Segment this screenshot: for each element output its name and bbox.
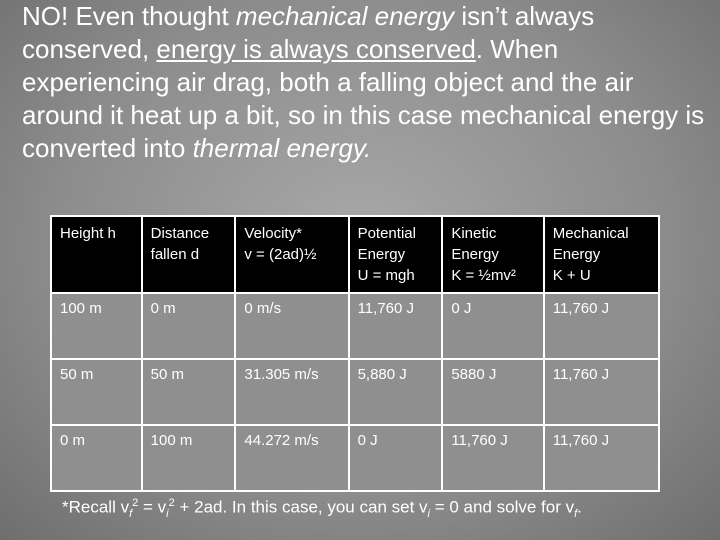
table-cell: 50 m xyxy=(140,358,237,426)
text: i xyxy=(166,508,169,521)
header-cell: Velocity* v = (2ad)½ xyxy=(234,215,350,294)
text: + 2ad. In this case, you can set v xyxy=(174,497,428,517)
table-cell: 50 m xyxy=(50,358,143,426)
text: mechanical energy xyxy=(235,1,455,31)
header-cell: Potential Energy U = mgh xyxy=(347,215,444,294)
text: f xyxy=(129,508,133,521)
header-line: K = ½mv² xyxy=(451,267,516,284)
text: = 0 and solve for v xyxy=(429,497,575,517)
table-cell: 100 m xyxy=(50,292,143,360)
table-cell: 44.272 m/s xyxy=(234,424,350,492)
table-cell: 0 m xyxy=(50,424,143,492)
header-line: Energy xyxy=(357,246,406,263)
header-line: Energy xyxy=(552,246,601,263)
table-cell: 100 m xyxy=(140,424,237,492)
table-cell: 31.305 m/s xyxy=(234,358,350,426)
header-line: Kinetic xyxy=(451,225,497,242)
text: i xyxy=(427,508,430,521)
table-row: 0 m 100 m 44.272 m/s 0 J 11,760 J 11,760 J xyxy=(50,424,661,492)
text: NO! Even thought xyxy=(22,1,236,31)
table-cell: 11,760 J xyxy=(542,424,661,492)
text: isn’t always conserved, xyxy=(22,1,595,64)
header-line: fallen d xyxy=(150,246,200,263)
table-cell: 0 J xyxy=(347,424,444,492)
table-cell: 11,760 J xyxy=(441,424,545,492)
table-cell: 5880 J xyxy=(441,358,545,426)
footnote: *Recall vf2 = vi2 + 2ad. In this case, y… xyxy=(62,497,582,520)
table-cell: 0 J xyxy=(441,292,545,360)
header-cell: Height h xyxy=(50,215,143,294)
header-line: Mechanical xyxy=(552,225,629,242)
table: Height h Distance fallen d Velocity* v = (2a… xyxy=(50,215,661,492)
header-line: Potential xyxy=(357,225,416,242)
text: *Recall v xyxy=(62,497,130,517)
header-row: Height h Distance fallen d Velocity* v = (2a… xyxy=(50,215,661,294)
header-line: v = (2ad)½ xyxy=(244,246,317,263)
text: energy is always conserved xyxy=(156,34,476,64)
table-cell: 0 m xyxy=(140,292,237,360)
text: 2 xyxy=(132,497,139,509)
header-line: Distance xyxy=(150,225,210,242)
text: f xyxy=(574,508,578,521)
paragraph: NO! Even thought mechanical energy isn’t… xyxy=(22,0,712,165)
text: = v xyxy=(138,497,167,517)
header-line: U = mgh xyxy=(357,267,415,284)
header-cell: Kinetic Energy K = ½mv² xyxy=(441,215,545,294)
header-line: Height h xyxy=(60,225,116,242)
header-line: Velocity* xyxy=(244,225,302,242)
table-cell: 0 m/s xyxy=(234,292,350,360)
text: 2 xyxy=(168,497,175,509)
table-cell: 11,760 J xyxy=(347,292,444,360)
table-row: 50 m 50 m 31.305 m/s 5,880 J 5880 J 11,760 J xyxy=(50,358,661,426)
header-line: K + U xyxy=(552,267,591,284)
table-cell: 11,760 J xyxy=(542,358,661,426)
header-cell: Distance fallen d xyxy=(140,215,237,294)
table-cell: 11,760 J xyxy=(542,292,661,360)
text: . xyxy=(577,497,582,517)
text: thermal energy. xyxy=(192,133,372,163)
table-cell: 5,880 J xyxy=(347,358,444,426)
header-cell: Mechanical Energy K + U xyxy=(542,215,661,294)
text: . When experiencing air drag, both a fal… xyxy=(22,34,705,163)
header-line: Energy xyxy=(451,246,499,263)
